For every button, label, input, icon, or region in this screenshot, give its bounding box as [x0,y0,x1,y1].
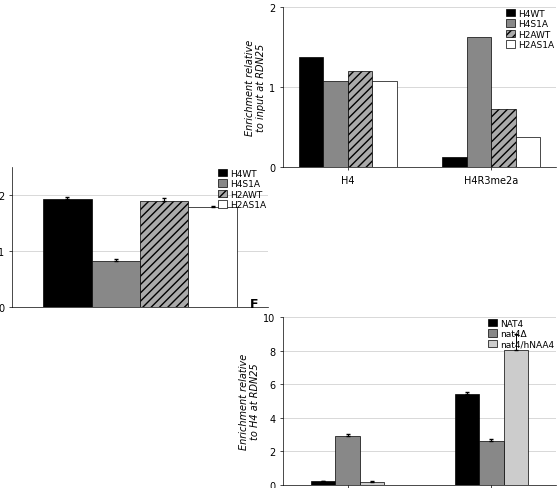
Bar [467,39,491,168]
Bar [335,436,360,485]
Bar [188,208,236,307]
Bar [299,58,323,168]
Bar [311,481,335,485]
Bar [516,137,540,168]
Bar [140,201,188,307]
Bar [43,200,92,307]
Text: F: F [250,297,259,310]
Legend: NAT4, nat4Δ, nat4/hNAA4: NAT4, nat4Δ, nat4/hNAA4 [487,318,555,350]
Bar [372,81,396,168]
Bar [504,350,528,485]
Bar [443,158,467,168]
Bar [92,262,140,307]
Bar [479,441,504,485]
Bar [491,110,516,168]
Bar [348,72,372,168]
Text: B: B [250,0,260,1]
Y-axis label: Enrichment relative
to H4 at RDN25: Enrichment relative to H4 at RDN25 [239,353,260,449]
Y-axis label: Enrichment relative
to input at RDN25: Enrichment relative to input at RDN25 [245,40,266,136]
Legend: H4WT, H4S1A, H2AWT, H2AS1A: H4WT, H4S1A, H2AWT, H2AS1A [505,9,555,51]
Bar [323,81,348,168]
Legend: H4WT, H4S1A, H2AWT, H2AS1A: H4WT, H4S1A, H2AWT, H2AS1A [217,168,267,210]
Bar [360,482,384,485]
Bar [454,394,479,485]
